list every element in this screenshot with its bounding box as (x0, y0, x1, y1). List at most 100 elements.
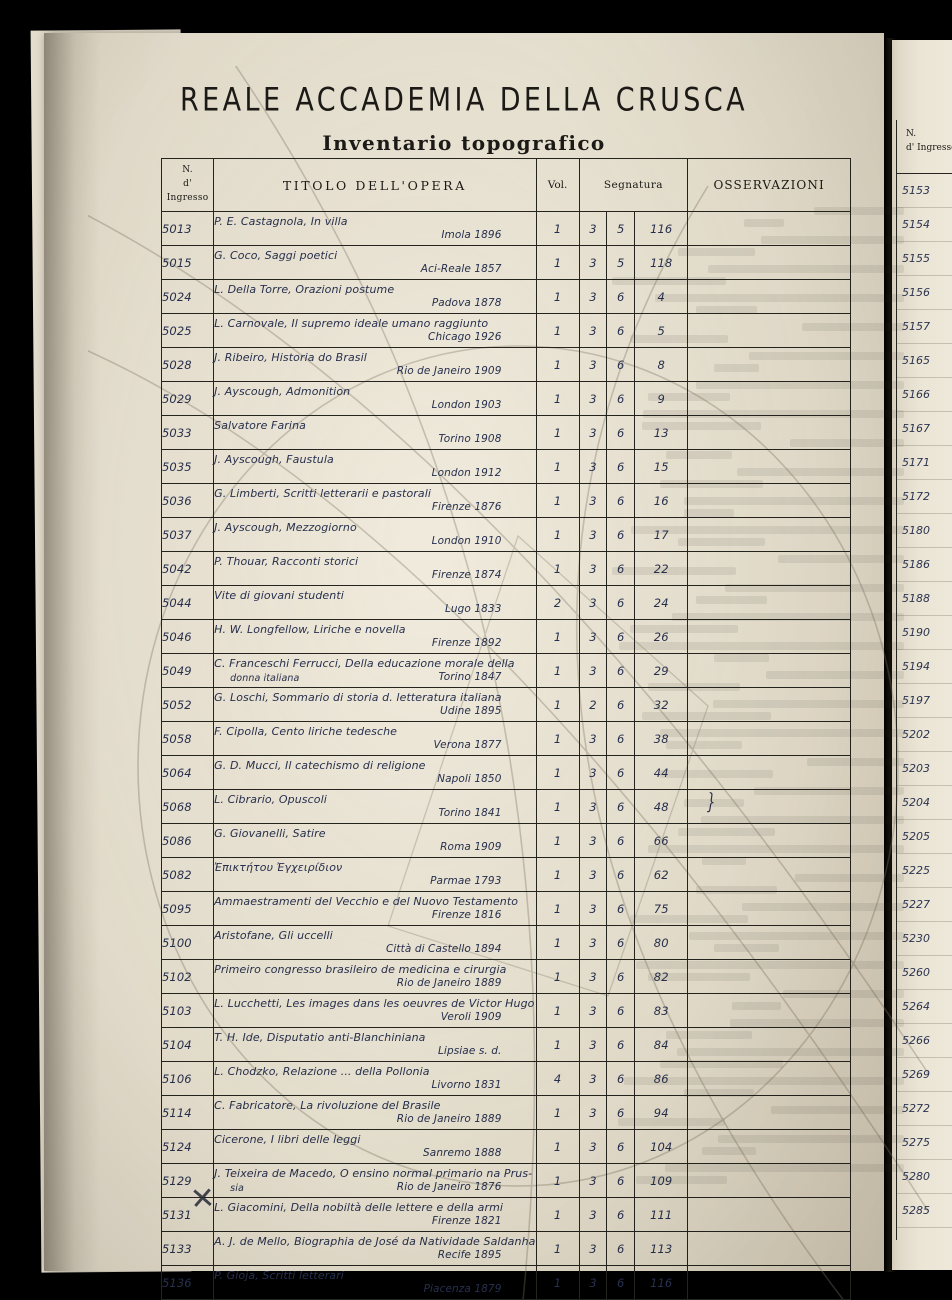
cell-title-block: G. Loschi, Sommario di storia d. lettera… (213, 687, 537, 722)
cell-s3: 15 (634, 449, 689, 484)
cell-s1: 3 (578, 653, 608, 688)
facing-ingress-number: 5275 (896, 1126, 952, 1160)
cell-title-block: G. D. Mucci, Il catechismo di religione N… (213, 755, 537, 790)
cell-s3: 16 (634, 483, 689, 518)
cell-oss (687, 891, 851, 926)
table-row: 5035 J. Ayscough, Faustula London 1912 1 3 6 1… (160, 449, 851, 484)
cell-s3: 29 (634, 653, 689, 688)
cell-s2: 6 (606, 619, 636, 654)
entry-imprint: Padova 1878 (431, 297, 502, 309)
entry-title: Vite di giovani studenti (214, 589, 344, 602)
cell-s3: 116 (634, 211, 689, 246)
cell-oss (687, 1095, 851, 1130)
table-row: 5104 T. H. Ide, Disputatio anti-Blanchini… (160, 1027, 851, 1062)
facing-page-ingress-column: N. d' Ingresso 5153 5154 5155 5156 5157 5165 5… (896, 120, 952, 1240)
cell-s1: 3 (578, 993, 608, 1028)
cell-s2: 6 (606, 1129, 636, 1164)
entry-title: T. H. Ide, Disputatio anti-Blanchiniana (214, 1031, 426, 1044)
entry-imprint: Piacenza 1879 (423, 1283, 502, 1295)
entry-imprint: Torino 1847 (438, 671, 502, 683)
table-row: 5100 Aristofane, Gli uccelli Città di Cast… (160, 925, 851, 960)
cell-n: 5133 (160, 1231, 215, 1266)
facing-ingress-number: 5156 (896, 276, 952, 310)
cell-s1: 3 (578, 483, 608, 518)
cell-n: 5044 (160, 585, 215, 620)
cell-vol: 1 (535, 313, 580, 348)
cell-title-block: L. Della Torre, Orazioni postume Padova 1… (213, 279, 537, 314)
cell-s2: 6 (606, 789, 636, 824)
entry-title: Cicerone, I libri delle leggi (214, 1133, 361, 1146)
cell-s1: 3 (578, 279, 608, 314)
cell-title-block: J. Ayscough, Faustula London 1912 (213, 449, 537, 484)
cell-title-block: Ἐπικτήτου Ἐγχειρίδιον Parmae 1793 (213, 857, 537, 892)
table-row: 5068 L. Cibrario, Opuscoli Torino 1841 1 3 6 4… (160, 789, 851, 824)
cell-n: 5033 (160, 415, 215, 450)
cell-title-block: Vite di giovani studenti Lugo 1833 (213, 585, 537, 620)
facing-header-line2: d' Ingresso (906, 142, 952, 153)
cell-s3: 17 (634, 517, 689, 552)
entry-second-line: Udine 1895 (214, 705, 535, 718)
facing-ingress-number: 5227 (896, 888, 952, 922)
cell-title-block: L. Lucchetti, Les images dans les oeuvre… (213, 993, 537, 1028)
cell-n: 5046 (160, 619, 215, 654)
cell-title-block: L. Giacomini, Della nobiltà delle letter… (213, 1197, 537, 1232)
inventory-table: N. d' Ingresso TITOLO DELL'OPERA Vol. Se… (160, 158, 851, 1300)
facing-ingress-number: 5167 (896, 412, 952, 446)
entry-second-line: donna italiana Torino 1847 (214, 671, 535, 684)
institution-title: REALE ACCADEMIA DELLA CRUSCA (180, 82, 748, 119)
cell-s1: 3 (578, 245, 608, 280)
table-row: 5025 L. Carnovale, Il supremo ideale uman… (160, 313, 851, 348)
entry-second-line: Livorno 1831 (214, 1079, 535, 1092)
facing-ingress-number: 5266 (896, 1024, 952, 1058)
entry-title: Salvatore Farina (214, 419, 306, 432)
cell-s1: 3 (578, 313, 608, 348)
table-row: 5028 J. Ribeiro, Historia do Brasil Rio de… (160, 347, 851, 382)
entry-title: L. Carnovale, Il supremo ideale umano ra… (214, 317, 489, 330)
cell-s2: 6 (606, 551, 636, 586)
cell-s1: 3 (578, 381, 608, 416)
cell-n: 5036 (160, 483, 215, 518)
cell-s3: 4 (634, 279, 689, 314)
cell-title-block: L. Carnovale, Il supremo ideale umano ra… (213, 313, 537, 348)
cell-vol: 1 (535, 959, 580, 994)
facing-ingress-number: 5225 (896, 854, 952, 888)
facing-ingress-number: 5186 (896, 548, 952, 582)
cell-s2: 6 (606, 1027, 636, 1062)
facing-ingress-number: 5285 (896, 1194, 952, 1228)
cell-s1: 3 (578, 211, 608, 246)
cell-s1: 3 (578, 1163, 608, 1198)
facing-ingress-number: 5264 (896, 990, 952, 1024)
cell-vol: 1 (535, 823, 580, 858)
cell-s1: 3 (578, 449, 608, 484)
table-row: 5103 L. Lucchetti, Les images dans les oe… (160, 993, 851, 1028)
cell-title-block: J. Teixeira de Macedo, O ensino normal p… (213, 1163, 537, 1198)
cell-s1: 3 (578, 585, 608, 620)
ledger-page: REALE ACCADEMIA DELLA CRUSCA Inventario … (44, 33, 928, 1300)
cell-n: 5095 (160, 891, 215, 926)
entry-imprint: Parmae 1793 (430, 875, 502, 887)
cell-vol: 1 (535, 1027, 580, 1062)
cell-s1: 3 (578, 925, 608, 960)
cell-s2: 6 (606, 721, 636, 756)
entry-title: Ἐπικτήτου Ἐγχειρίδιον (214, 861, 343, 874)
facing-ingress-number: 5272 (896, 1092, 952, 1126)
entry-second-line: Roma 1909 (214, 841, 535, 854)
entry-title: Primeiro congresso brasileiro de medicin… (214, 963, 507, 976)
cell-s1: 3 (578, 721, 608, 756)
entry-imprint: Rio de Janeiro 1909 (396, 365, 502, 377)
table-row: 5136 P. Gioja, Scritti letterari Piacenza … (160, 1265, 851, 1300)
cell-oss (687, 755, 851, 790)
entry-imprint: Lugo 1833 (444, 603, 502, 615)
facing-ingress-number: 5190 (896, 616, 952, 650)
entry-title: J. Ayscough, Admonition (214, 385, 351, 398)
table-row: 5015 G. Coco, Saggi poetici Aci-Reale 1857… (160, 245, 851, 280)
entry-imprint: Firenze 1874 (431, 569, 502, 581)
entry-second-line: Parmae 1793 (214, 875, 535, 888)
cell-s1: 3 (578, 619, 608, 654)
cell-oss (687, 653, 851, 688)
cell-s2: 6 (606, 1265, 636, 1300)
column-header-volumes: Vol. (535, 158, 580, 212)
cell-s3: 48 (634, 789, 689, 824)
cell-vol: 1 (535, 551, 580, 586)
cell-title-block: P. Thouar, Racconti storici Firenze 1874 (213, 551, 537, 586)
